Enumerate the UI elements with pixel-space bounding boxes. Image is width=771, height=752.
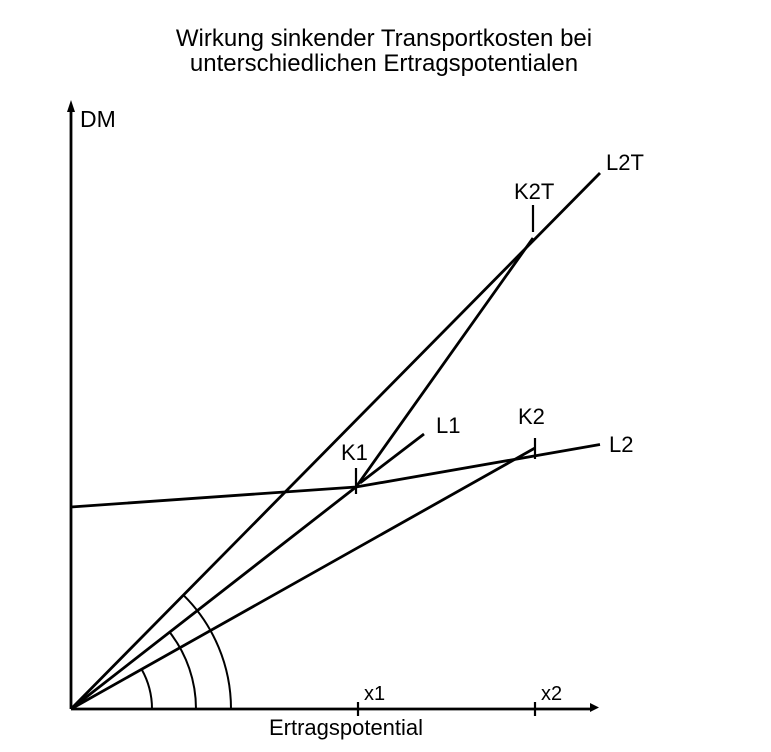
svg-text:K1: K1 [341,440,368,465]
svg-text:DM: DM [80,106,116,132]
svg-text:L2T: L2T [606,150,644,175]
svg-text:K2: K2 [518,404,545,429]
svg-text:Ertragspotential: Ertragspotential [269,715,423,740]
svg-text:x2: x2 [541,683,562,705]
svg-text:K2T: K2T [514,179,554,204]
svg-text:L1: L1 [436,413,460,438]
svg-text:Wirkung sinkender Transportkos: Wirkung sinkender Transportkosten bei [176,25,592,52]
svg-text:x1: x1 [364,683,385,705]
svg-text:unterschiedlichen Ertragspoten: unterschiedlichen Ertragspotentialen [190,50,578,77]
svg-text:L2: L2 [609,432,633,457]
